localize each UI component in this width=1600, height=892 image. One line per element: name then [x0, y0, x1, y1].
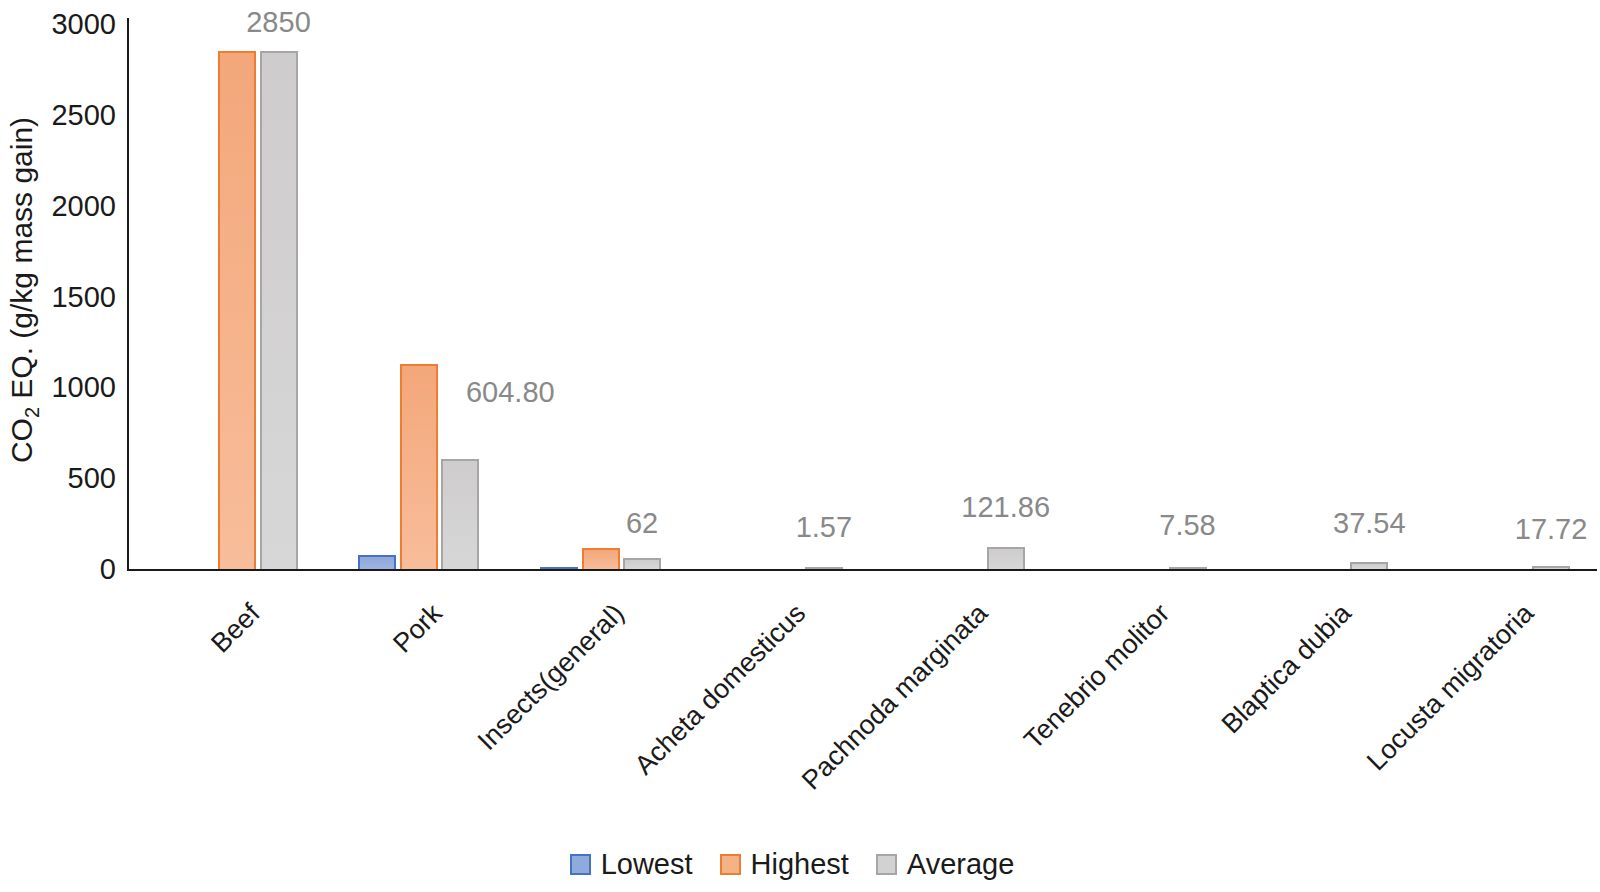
y-axis-line — [127, 18, 129, 571]
data-label: 604.80 — [466, 375, 555, 409]
data-label: 7.58 — [1159, 508, 1215, 542]
data-label: 37.54 — [1333, 506, 1406, 540]
chart-legend: Lowest Highest Average — [0, 848, 1592, 880]
x-category-label-blaptica-dubia: Blaptica dubia — [1216, 598, 1357, 739]
y-tick-label-2000: 2000 — [6, 191, 116, 221]
data-label: 1.57 — [796, 510, 852, 544]
bar-insects-general--lowest — [540, 567, 578, 569]
legend-label-highest: Highest — [751, 848, 849, 880]
data-label: 2850 — [246, 5, 311, 39]
legend-label-lowest: Lowest — [601, 848, 693, 880]
legend-swatch-highest — [720, 854, 741, 875]
subscript-2: 2 — [21, 407, 43, 418]
legend-item-highest: Highest — [720, 848, 849, 880]
x-axis-line — [127, 569, 1597, 571]
legend-swatch-lowest — [570, 854, 591, 875]
legend-swatch-average — [876, 854, 897, 875]
bar-acheta-domesticus-average — [805, 567, 843, 569]
legend-item-lowest: Lowest — [570, 848, 693, 880]
x-category-label-acheta-domesticus: Acheta domesticus — [629, 598, 812, 781]
bar-beef-average — [260, 51, 298, 569]
legend-label-average: Average — [907, 848, 1015, 880]
bar-beef-highest — [218, 51, 256, 569]
data-label: 17.72 — [1515, 512, 1588, 546]
bar-pork-lowest — [358, 555, 396, 569]
bar-pork-highest — [400, 364, 438, 569]
bar-locusta-migratoria-average — [1532, 566, 1570, 569]
bar-chart-figure: CO2 EQ. (g/kg mass gain) 050010001500200… — [0, 0, 1600, 892]
data-label: 62 — [626, 506, 658, 540]
y-tick-label-1500: 1500 — [6, 282, 116, 312]
bar-tenebrio-molitor-average — [1169, 567, 1207, 569]
x-category-label-insects-general-: Insects(general) — [472, 598, 630, 756]
y-tick-label-3000: 3000 — [6, 9, 116, 39]
x-category-label-locusta-migratoria: Locusta migratoria — [1361, 598, 1539, 776]
data-label: 121.86 — [961, 490, 1050, 524]
bar-pork-average — [441, 459, 479, 569]
x-category-label-beef: Beef — [206, 598, 266, 658]
legend-item-average: Average — [876, 848, 1015, 880]
x-category-label-pork: Pork — [388, 598, 448, 658]
y-tick-label-500: 500 — [6, 463, 116, 493]
bar-insects-general--highest — [582, 548, 620, 569]
y-tick-label-2500: 2500 — [6, 100, 116, 130]
bar-insects-general--average — [623, 558, 661, 569]
bar-pachnoda-marginata-average — [987, 547, 1025, 569]
x-category-label-tenebrio-molitor: Tenebrio molitor — [1018, 598, 1175, 755]
x-category-label-pachnoda-marginata: Pachnoda marginata — [796, 598, 993, 795]
y-tick-label-0: 0 — [6, 554, 116, 584]
bar-blaptica-dubia-average — [1350, 562, 1388, 569]
y-tick-label-1000: 1000 — [6, 372, 116, 402]
